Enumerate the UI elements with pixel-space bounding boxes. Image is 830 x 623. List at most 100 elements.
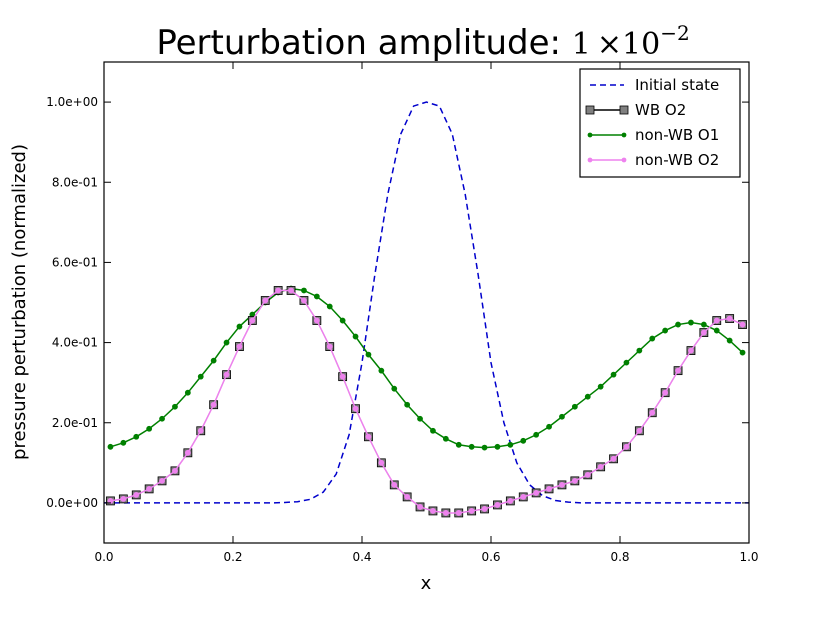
data-point: [172, 403, 178, 410]
data-point: [210, 357, 217, 364]
legend-entry: Initial state: [590, 76, 719, 94]
data-point: [713, 317, 720, 324]
data-point: [197, 427, 204, 434]
data-point: [571, 477, 578, 484]
axes-frame: [103, 61, 750, 544]
data-point: [559, 413, 565, 420]
x-tick-label: 0.8: [610, 550, 629, 564]
series-line: [110, 289, 743, 514]
data-point: [597, 463, 604, 470]
data-point: [442, 510, 449, 516]
series-wb-o2: [106, 286, 747, 518]
data-point: [352, 333, 359, 340]
data-point: [623, 359, 630, 366]
data-point: [378, 459, 385, 466]
data-point: [430, 508, 436, 514]
series-line: [110, 289, 743, 514]
data-point: [494, 502, 501, 508]
data-point: [120, 496, 127, 502]
data-point: [288, 287, 294, 294]
data-point: [739, 321, 746, 328]
x-axis-label: x: [421, 573, 432, 594]
legend-entry: WB O2: [585, 101, 686, 119]
data-point: [713, 327, 720, 334]
data-point: [210, 401, 217, 408]
data-point: [507, 498, 514, 504]
data-point: [326, 343, 333, 350]
data-point: [688, 319, 694, 326]
data-point: [623, 443, 630, 450]
series-line: [104, 101, 749, 504]
data-point: [146, 425, 153, 432]
y-tick-label: 8.0e-01: [52, 175, 98, 189]
data-point: [455, 510, 462, 516]
data-point: [391, 385, 398, 392]
data-point: [481, 444, 488, 451]
data-point: [520, 494, 527, 500]
x-tick-label: 0.6: [481, 550, 500, 564]
data-point: [404, 401, 411, 408]
x-tick-label: 0.4: [352, 550, 371, 564]
data-point: [404, 494, 411, 500]
x-tick-label: 1.0: [739, 550, 758, 564]
series-layer: [104, 101, 749, 518]
series-line: [110, 287, 744, 449]
data-point: [649, 409, 656, 416]
legend-box: [579, 68, 741, 178]
data-point: [455, 441, 462, 448]
data-point: [726, 315, 733, 322]
data-point: [378, 367, 385, 374]
data-point: [546, 485, 552, 492]
legend-marker: [587, 157, 593, 163]
data-point: [520, 437, 527, 444]
series-initial-state: [104, 101, 749, 504]
data-point: [559, 481, 565, 488]
data-point: [507, 441, 514, 448]
data-point: [184, 389, 191, 396]
data-point: [236, 343, 243, 350]
data-point: [688, 347, 694, 354]
chart-title: Perturbation amplitude: 1 ×10−2: [156, 21, 689, 63]
data-point: [120, 439, 127, 446]
legend-label: Initial state: [635, 76, 719, 94]
data-point: [636, 347, 643, 354]
data-point: [146, 485, 153, 492]
data-point: [662, 327, 669, 334]
data-point: [597, 383, 604, 390]
data-point: [417, 415, 423, 422]
data-point: [159, 415, 165, 422]
legend-marker: [585, 105, 595, 115]
y-tick-label: 1.0e+00: [46, 95, 98, 109]
legend: Initial state WB O2 non-WB O1 non-WB O2: [579, 68, 741, 178]
data-point: [391, 481, 398, 488]
data-point: [442, 435, 449, 442]
series-non-wb-o1: [107, 285, 746, 451]
data-point: [636, 427, 643, 434]
data-point: [223, 371, 230, 378]
data-point: [262, 297, 269, 304]
data-point: [584, 471, 591, 478]
data-point: [700, 329, 707, 336]
chart-title-times: ×10: [597, 27, 660, 62]
chart-title-exponent: −2: [660, 21, 689, 45]
data-point: [313, 317, 320, 324]
data-point: [700, 321, 707, 328]
data-point: [184, 449, 191, 456]
data-point: [133, 433, 140, 440]
data-point: [533, 431, 540, 438]
y-tick-label: 6.0e-01: [52, 255, 98, 269]
data-point: [159, 477, 165, 484]
data-point: [417, 504, 423, 510]
legend-marker: [621, 132, 627, 138]
legend-label: non-WB O1: [635, 126, 719, 144]
data-point: [468, 508, 475, 514]
data-point: [313, 293, 320, 300]
data-point: [339, 373, 346, 380]
data-point: [223, 339, 230, 346]
data-point: [197, 373, 204, 380]
y-tick-label: 2.0e-01: [52, 416, 98, 430]
data-point: [133, 492, 140, 498]
data-point: [301, 287, 307, 294]
x-tick-label: 0.0: [94, 550, 113, 564]
